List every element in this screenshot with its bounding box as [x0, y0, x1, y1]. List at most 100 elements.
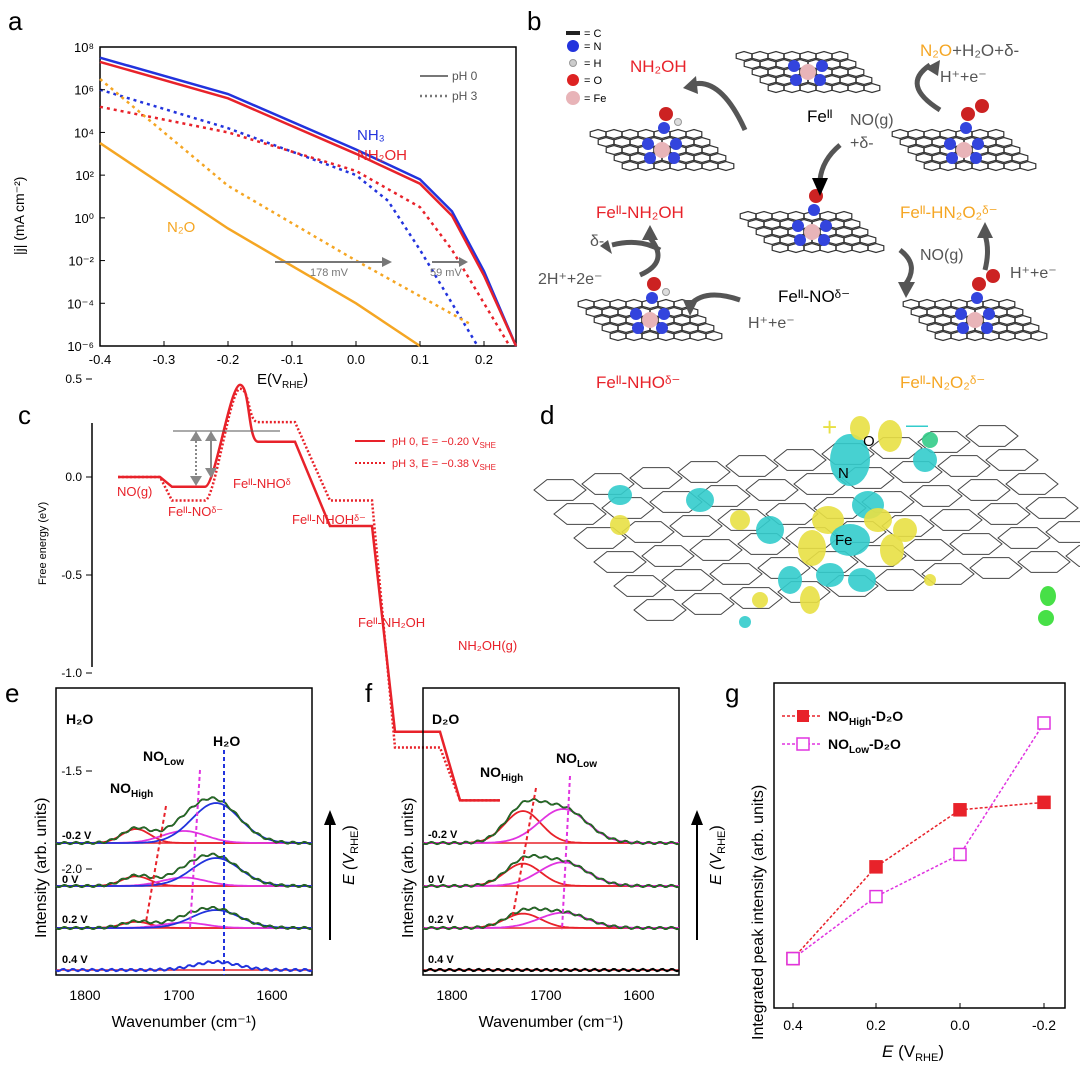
- nitrogen-atom: [658, 308, 670, 320]
- graphene-ring: [577, 298, 595, 310]
- step-no-g2: NO(g): [920, 247, 964, 264]
- graphene-ring: [998, 314, 1016, 326]
- graphene-ring: [823, 74, 841, 86]
- g-point-1-2: [953, 847, 967, 862]
- molecule-3: [739, 189, 885, 254]
- arrowhead-3: [812, 178, 828, 196]
- graphene-ring: [998, 330, 1016, 342]
- step-h-e-bottom: H⁺+e⁻: [748, 315, 795, 332]
- graphene-ring: [990, 322, 1008, 334]
- oxygen-atom-2: [975, 99, 989, 113]
- graphene-ring: [767, 66, 785, 78]
- f-nohigh-peak-guide: [511, 787, 537, 921]
- step-h-e-right: H⁺+e⁻: [1010, 265, 1057, 282]
- step-2h-2e: 2H⁺+2e⁻: [538, 271, 602, 288]
- f-xtick-1600: 1600: [623, 987, 654, 1003]
- a-ytick-label: 10⁸: [74, 40, 94, 55]
- e-pot-04: 0.4 V: [62, 954, 88, 966]
- arrow-178mv-label: 178 mV: [310, 267, 349, 279]
- molecule-4: [577, 277, 723, 342]
- graphene-ring: [931, 152, 949, 164]
- graphene-ring: [987, 160, 1005, 172]
- nitrogen-ligand: [808, 204, 820, 216]
- graphene-ring: [835, 210, 853, 222]
- graphene-ring: [681, 322, 699, 334]
- graphene-ring: [593, 314, 611, 326]
- iron-atom: [800, 64, 816, 80]
- g-legend-low: NOLow-D₂O: [828, 736, 901, 756]
- g-xtick-02: 0.2: [866, 1017, 886, 1033]
- orbital-lobe-5: [812, 506, 844, 534]
- graphene-ring: [926, 322, 944, 334]
- a-xtick-label: -0.1: [281, 352, 303, 367]
- graphene-ring: [625, 298, 643, 310]
- graphene-ring: [701, 160, 719, 172]
- orbital-lobe-17: [848, 568, 876, 592]
- spectrum-component: [56, 857, 312, 887]
- g-point-0-2: [953, 803, 967, 817]
- panel-letter-d: d: [540, 400, 554, 430]
- hydrogen-atom: [662, 288, 670, 296]
- a-xtick-label: -0.3: [153, 352, 175, 367]
- orbital-lobe-12: [686, 488, 714, 512]
- species-fe-hn2o2: Feᴵᴵ-HN₂O₂ᵟ⁻: [900, 203, 998, 222]
- panel-letter-b: b: [527, 6, 541, 36]
- graphene-ring: [665, 322, 683, 334]
- nitrogen-atom: [644, 152, 656, 164]
- graphene-hex: [1017, 551, 1071, 573]
- nitrogen-atom: [788, 60, 800, 72]
- graphene-ring: [701, 144, 719, 156]
- graphene-ring: [673, 330, 691, 342]
- panel-e-spectra: H₂O NOLow NOHigh H₂O -0.2 V 0 V 0.2 V 0.…: [33, 687, 361, 1031]
- orbital-lobe-22: [1040, 586, 1056, 606]
- orbital-lobe-18: [778, 566, 802, 594]
- graphene-ring: [621, 160, 639, 172]
- g-legend-high: NOHigh-D₂O: [828, 708, 903, 728]
- legend-fe-swatch: [566, 91, 580, 105]
- graphene-ring: [613, 136, 631, 148]
- orbital-lobe-8: [798, 530, 826, 566]
- graphene-ring: [593, 298, 611, 310]
- graphene-ring: [783, 50, 801, 62]
- graphene-ring: [1022, 322, 1040, 334]
- graphene-ring: [605, 144, 623, 156]
- arrow-59mv-label: 59 mV: [430, 267, 462, 279]
- c-ytick-label: -1.0: [61, 666, 82, 680]
- graphene-hex: [965, 425, 1019, 447]
- scheme-arrows: [611, 62, 990, 307]
- orbital-lobe-0: [830, 434, 870, 486]
- a-xtick-label: 0.2: [475, 352, 493, 367]
- graphene-ring: [918, 314, 936, 326]
- spectrum-fit: [422, 854, 680, 888]
- graphene-ring: [955, 160, 973, 172]
- energy-series-1: [118, 387, 500, 802]
- e-xtick-1800: 1800: [69, 987, 100, 1003]
- arrow-fe2-to-no: [817, 143, 842, 181]
- state-fe-nh2oh: Feᴵᴵ-NH₂OH: [358, 615, 425, 630]
- orbital-lobe-15: [893, 518, 917, 542]
- a-ytick-label: 10⁶: [74, 83, 94, 98]
- graphene-hex: [969, 557, 1023, 579]
- label-nh2oh: NH₂OH: [357, 147, 407, 164]
- graphene-hex: [533, 479, 587, 501]
- graphene-ring: [939, 128, 957, 140]
- graphene-ring: [673, 314, 691, 326]
- graphene-ring: [605, 128, 623, 140]
- nitrogen-ligand: [971, 292, 983, 304]
- g-point-1-1: [869, 889, 883, 904]
- graphene-ring: [831, 66, 849, 78]
- graphene-ring: [923, 128, 941, 140]
- orbital-lobe-21: [924, 574, 936, 586]
- nitrogen-atom: [642, 138, 654, 150]
- graphene-hex: [949, 533, 1003, 555]
- graphene-hex: [641, 545, 695, 567]
- orbital-lobe-20: [752, 592, 768, 608]
- panel-g-frame: [773, 682, 1066, 1009]
- f-xtick-1700: 1700: [530, 987, 561, 1003]
- graphene-ring: [831, 50, 849, 62]
- graphene-ring: [751, 66, 769, 78]
- f-peak-nohigh: NOHigh: [480, 764, 523, 784]
- orbital-lobe-23: [1038, 610, 1054, 626]
- oxygen-atom: [659, 107, 673, 121]
- nitrogen-atom: [944, 138, 956, 150]
